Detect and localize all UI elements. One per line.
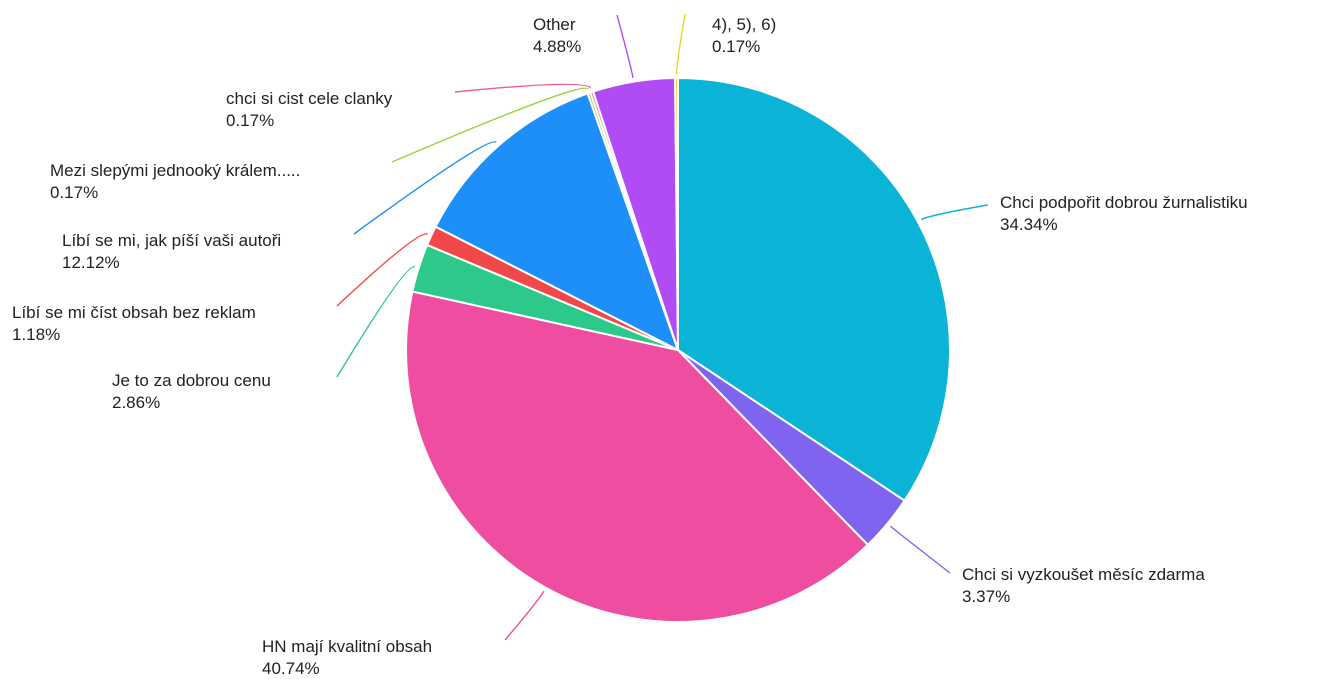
slice-value-label: 12.12% [62,253,120,272]
slice-label: Other [533,15,576,34]
slice-value-label: 0.17% [50,183,98,202]
slice-value-label: 0.17% [712,37,760,56]
slice-label: Chci si vyzkoušet měsíc zdarma [962,565,1205,584]
slice-label: HN mají kvalitní obsah [262,637,432,656]
slice-value-label: 34.34% [1000,215,1058,234]
leader-line [675,13,686,75]
slice-label: 4), 5), 6) [712,15,776,34]
leader-line [336,265,416,378]
pie-slice [405,290,870,623]
pie-slice [674,76,679,351]
pie-slices [405,76,951,623]
slice-label: Chci podpořit dobrou žurnalistiku [1000,193,1248,212]
slice-label: Je to za dobrou cenu [112,371,271,390]
leader-line [920,204,989,221]
slice-label: Líbí se mi číst obsah bez reklam [12,303,256,322]
leader-line [616,14,634,78]
slice-value-label: 1.18% [12,325,60,344]
leader-line [353,141,497,235]
leader-line [889,525,951,574]
slice-value-label: 3.37% [962,587,1010,606]
slice-value-label: 40.74% [262,659,320,678]
leader-line [391,87,589,163]
slice-label: Líbí se mi, jak píší vaši autoři [62,231,281,250]
pie-slice [434,92,680,353]
leader-line [454,83,592,93]
slice-label: chci si cist cele clanky [226,89,393,108]
slice-value-label: 4.88% [533,37,581,56]
slice-labels: Chci podpořit dobrou žurnalistiku 34.34% C… [12,15,1248,678]
leader-line [504,590,545,641]
slice-value-label: 0.17% [226,111,274,130]
slice-label: Mezi slepými jednooký králem..... [50,161,300,180]
slice-value-label: 2.86% [112,393,160,412]
leader-line [336,233,428,307]
leader-lines [336,13,989,641]
